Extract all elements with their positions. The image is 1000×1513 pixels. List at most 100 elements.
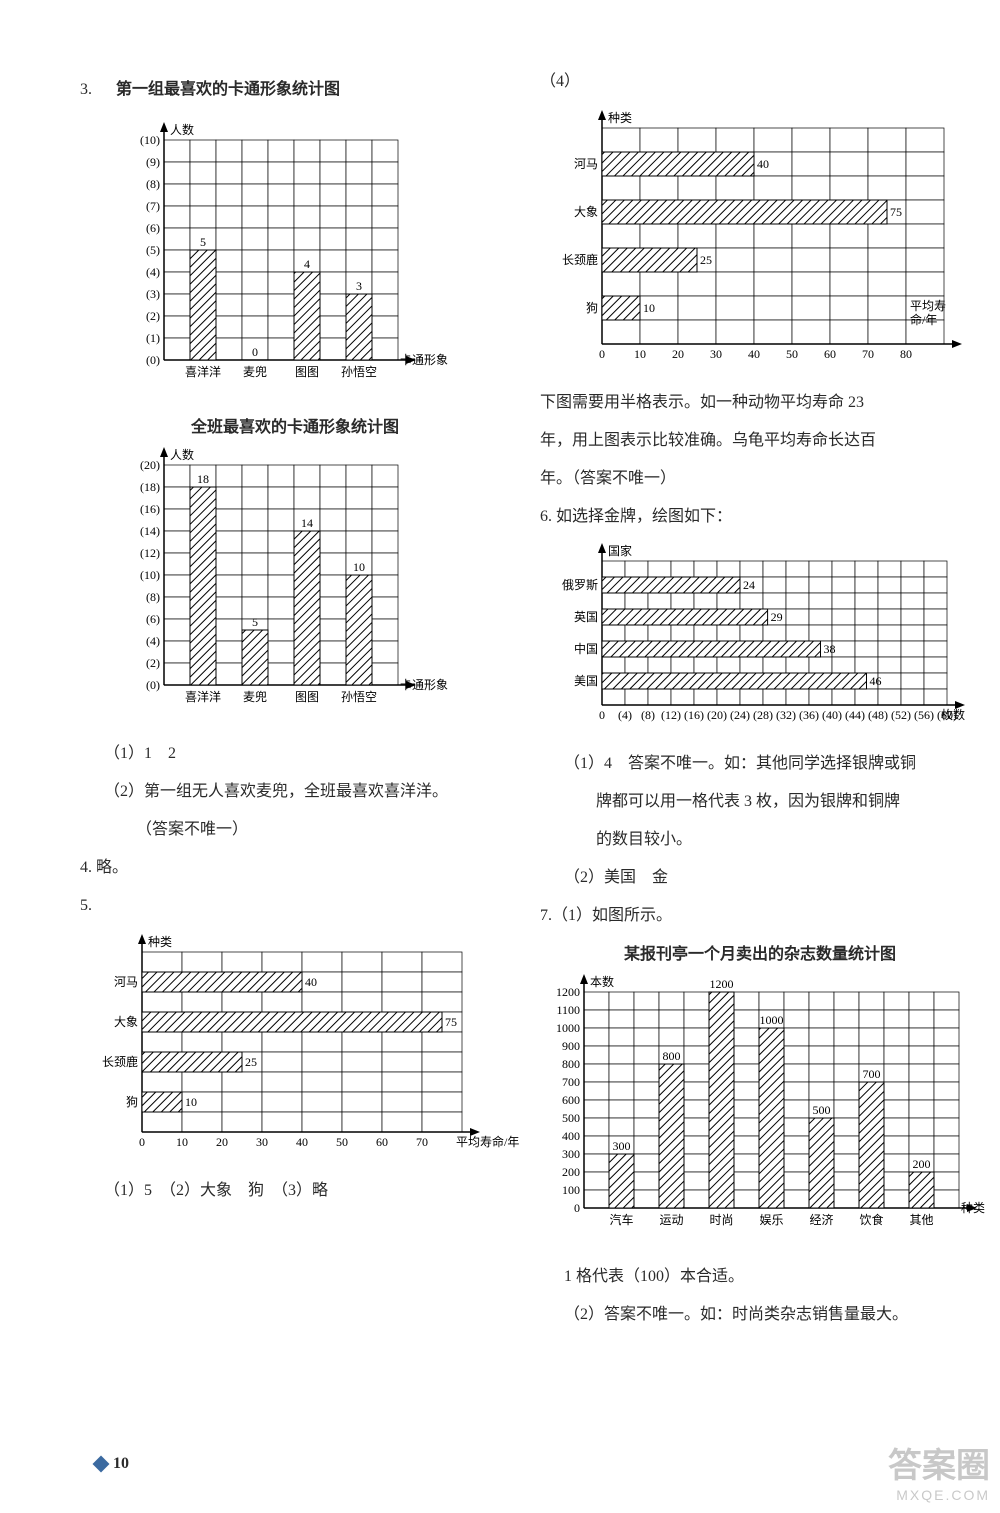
q4: 4. 略。 (80, 852, 510, 884)
svg-text:40: 40 (305, 975, 317, 989)
text4a: 下图需要用半格表示。如一种动物平均寿命 23 (540, 387, 970, 419)
svg-text:40: 40 (757, 157, 769, 171)
svg-text:(4): (4) (146, 265, 160, 279)
svg-text:300: 300 (613, 1139, 631, 1153)
svg-text:40: 40 (748, 347, 760, 361)
svg-text:人数: 人数 (170, 447, 194, 462)
svg-text:长颈鹿: 长颈鹿 (102, 1054, 138, 1069)
svg-text:(7): (7) (146, 199, 160, 213)
svg-text:50: 50 (786, 347, 798, 361)
chart3: 种类010203040506070平均寿命/年40河马75大象25长颈鹿10狗 (90, 928, 510, 1167)
watermark-big: 答案圈 (888, 1438, 990, 1487)
svg-text:75: 75 (890, 205, 902, 219)
watermark-small: MXQE.COM (888, 1487, 990, 1503)
svg-text:(6): (6) (146, 612, 160, 626)
svg-text:长颈鹿: 长颈鹿 (562, 252, 598, 267)
svg-text:18: 18 (197, 472, 209, 486)
svg-text:饮食: 饮食 (859, 1212, 883, 1227)
chart2: (0)(2)(4)(6)(8)(10)(12)(14)(16)(18)(20)人… (120, 441, 510, 730)
svg-text:50: 50 (336, 1135, 348, 1149)
svg-text:500: 500 (562, 1111, 580, 1125)
svg-text:(0): (0) (146, 353, 160, 367)
svg-text:0: 0 (574, 1201, 580, 1215)
svg-text:其他: 其他 (909, 1213, 933, 1227)
svg-text:运动: 运动 (659, 1213, 683, 1227)
svg-text:俄罗斯: 俄罗斯 (562, 578, 598, 592)
svg-text:(4): (4) (146, 634, 160, 648)
ans-5: （1）5 （2）大象 狗 （3）略 (104, 1175, 510, 1207)
chart4: 种类01020304050607080平均寿命/年40河马75大象25长颈鹿10… (550, 104, 970, 379)
right-column: （4） 种类01020304050607080平均寿命/年40河马75大象25长… (540, 60, 970, 1337)
chart5: 国家0(4)(8)(12)(16)(20)(24)(28)(32)(36)(40… (550, 539, 970, 740)
svg-text:10: 10 (185, 1095, 197, 1109)
chart6: 0100200300400500600700800900100011001200… (540, 968, 970, 1253)
a6-1a: （1）4 答案不唯一。如：其他同学选择银牌或铜 (564, 748, 970, 780)
svg-text:1200: 1200 (710, 977, 734, 991)
q6: 6. 如选择金牌，绘图如下： (540, 501, 970, 533)
svg-text:国家: 国家 (608, 543, 632, 558)
svg-text:(32): (32) (776, 708, 796, 722)
svg-text:经济: 经济 (809, 1212, 833, 1227)
svg-text:狗: 狗 (126, 1095, 138, 1109)
svg-text:种类: 种类 (148, 935, 172, 949)
svg-text:80: 80 (900, 347, 912, 361)
svg-text:(16): (16) (140, 502, 160, 516)
a7b: （2）答案不唯一。如：时尚类杂志销售量最大。 (564, 1299, 970, 1331)
svg-text:(2): (2) (146, 656, 160, 670)
svg-text:平均寿: 平均寿 (910, 299, 946, 313)
svg-text:命/年: 命/年 (910, 312, 937, 327)
svg-text:200: 200 (913, 1157, 931, 1171)
svg-text:(12): (12) (661, 708, 681, 722)
svg-text:大象: 大象 (574, 205, 598, 219)
page-number: 10 (113, 1455, 129, 1473)
svg-text:(8): (8) (146, 177, 160, 191)
svg-text:种类: 种类 (608, 111, 632, 125)
svg-text:(24): (24) (730, 708, 750, 722)
svg-text:10: 10 (353, 560, 365, 574)
svg-text:孙悟空: 孙悟空 (341, 689, 377, 704)
svg-text:美国: 美国 (574, 674, 598, 688)
svg-text:46: 46 (870, 674, 882, 688)
svg-text:孙悟空: 孙悟空 (341, 364, 377, 379)
svg-text:(18): (18) (140, 480, 160, 494)
svg-text:英国: 英国 (574, 610, 598, 624)
svg-text:(6): (6) (146, 221, 160, 235)
svg-text:卡通形象: 卡通形象 (400, 353, 448, 367)
chart1-title: 第一组最喜欢的卡通形象统计图 (116, 74, 340, 106)
svg-text:(8): (8) (146, 590, 160, 604)
svg-text:20: 20 (672, 347, 684, 361)
svg-text:300: 300 (562, 1147, 580, 1161)
svg-text:3: 3 (356, 279, 362, 293)
svg-text:(44): (44) (845, 708, 865, 722)
ans-2: （2）第一组无人喜欢麦兜，全班最喜欢喜洋洋。 (104, 776, 510, 808)
left-column: 3. 第一组最喜欢的卡通形象统计图 (0)(1)(2)(3)(4)(5)(6)(… (80, 60, 510, 1337)
svg-text:(20): (20) (707, 708, 727, 722)
svg-text:(1): (1) (146, 331, 160, 345)
svg-text:图图: 图图 (295, 690, 319, 704)
svg-text:200: 200 (562, 1165, 580, 1179)
ans-2b: （答案不唯一） (136, 814, 510, 846)
svg-text:10: 10 (643, 301, 655, 315)
svg-text:29: 29 (771, 610, 783, 624)
svg-text:(4): (4) (618, 708, 632, 722)
page-ornament-icon (93, 1456, 110, 1473)
svg-text:0: 0 (599, 708, 605, 722)
svg-text:75: 75 (445, 1015, 457, 1029)
svg-text:0: 0 (139, 1135, 145, 1149)
svg-text:(10): (10) (140, 568, 160, 582)
svg-text:河马: 河马 (574, 157, 598, 171)
svg-text:70: 70 (416, 1135, 428, 1149)
svg-text:400: 400 (562, 1129, 580, 1143)
svg-text:60: 60 (824, 347, 836, 361)
svg-text:狗: 狗 (586, 301, 598, 315)
svg-text:枚数: 枚数 (941, 707, 965, 722)
svg-text:14: 14 (301, 516, 313, 530)
svg-text:喜洋洋: 喜洋洋 (185, 364, 221, 379)
svg-text:30: 30 (710, 347, 722, 361)
svg-text:(10): (10) (140, 133, 160, 147)
svg-text:(40): (40) (822, 708, 842, 722)
svg-text:人数: 人数 (170, 122, 194, 137)
a7a: 1 格代表（100）本合适。 (564, 1261, 970, 1293)
ans-1: （1）1 2 (104, 738, 510, 770)
svg-text:5: 5 (252, 615, 258, 629)
